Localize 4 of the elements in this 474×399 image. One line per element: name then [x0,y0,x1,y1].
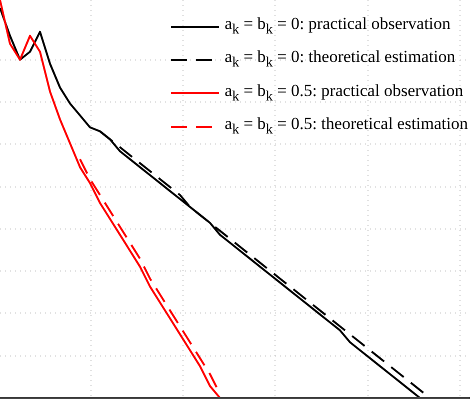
legend-label: a$_{k}$ = b$_{k}$ = 0: practical observation [224,13,451,40]
legend-label: a$_{k}$ = b$_{k}$ = 0.5: theoretical estimation [224,113,468,140]
legend-label: a$_{k}$ = b$_{k}$ = 0: theoretical estimation [224,46,456,73]
legend-label: a$_{k}$ = b$_{k}$ = 0.5: practical observation [224,80,464,106]
